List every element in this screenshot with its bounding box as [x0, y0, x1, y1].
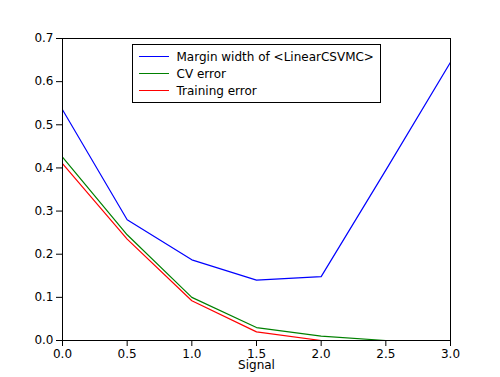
svg-text:0.3: 0.3 [34, 204, 53, 218]
html-text:Training error: Training error [176, 83, 257, 98]
svg-text:0.5: 0.5 [118, 347, 137, 361]
svg-text:0.1: 0.1 [34, 290, 53, 304]
svg-text:2.0: 2.0 [312, 347, 331, 361]
svg-text:0.0: 0.0 [34, 333, 53, 347]
svg-text:0.0: 0.0 [53, 347, 72, 361]
svg-text:0.6: 0.6 [34, 74, 53, 88]
svg-text:0.7: 0.7 [34, 31, 53, 45]
svg-text:0.4: 0.4 [34, 161, 53, 175]
svg-text:0.5: 0.5 [34, 118, 53, 132]
svg-text:Signal: Signal [238, 358, 275, 372]
html-text:Margin width of <LinearCSVMC>: Margin width of <LinearCSVMC> [176, 49, 374, 64]
svg-text:1.5: 1.5 [247, 347, 266, 361]
html-text:CV error: CV error [176, 66, 226, 81]
svg-text:3.0: 3.0 [441, 347, 460, 361]
svg-text:0.2: 0.2 [34, 247, 53, 261]
svg-text:1.0: 1.0 [182, 347, 201, 361]
svg-text:2.5: 2.5 [376, 347, 395, 361]
